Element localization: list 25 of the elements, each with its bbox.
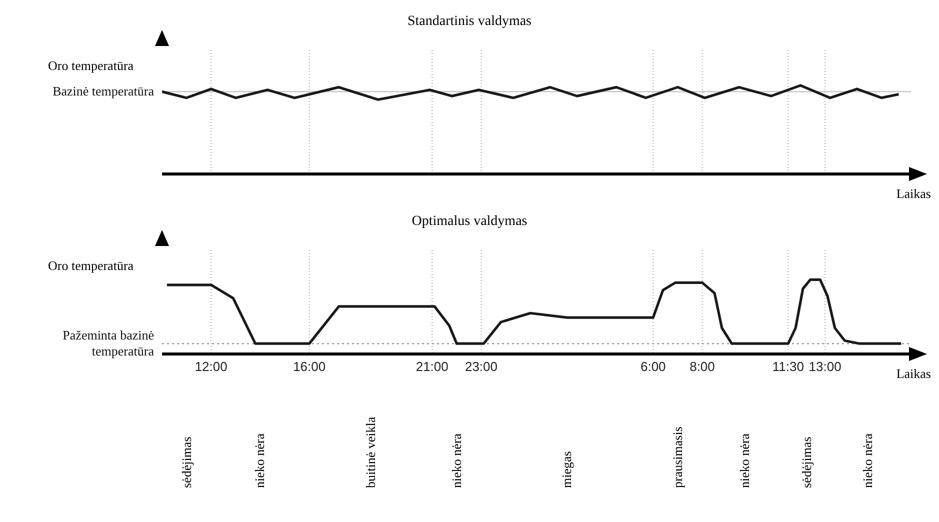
x-tick-label: 6:00 — [640, 359, 666, 374]
y-axis-title: Oro temperatūra — [48, 258, 134, 274]
text: miegas — [559, 450, 576, 488]
chart-title: Standartinis valdymas — [406, 14, 533, 30]
text: nieko nėra — [448, 432, 465, 488]
x-tick-label: 8:00 — [690, 359, 715, 374]
text: buitinė veikla — [362, 416, 379, 488]
x-tick-label: 16:00 — [293, 359, 326, 374]
chart-title: Optimalus valdymas — [410, 214, 528, 230]
text: nieko nėra — [737, 432, 754, 488]
text: prausimasis — [670, 426, 686, 488]
text: nieko nėra — [860, 432, 876, 488]
x-axis-title: Laikas — [896, 186, 931, 202]
ref-line-label: Bazinė temperatūra — [52, 84, 154, 99]
x-tick-label: 11:30 — [772, 359, 804, 374]
ref-line-label: Pažeminta bazinė temperatūra — [62, 328, 154, 359]
text: nieko nėra — [252, 432, 268, 488]
x-tick-label: 13:00 — [808, 359, 842, 374]
text: sėdėjimas — [178, 436, 195, 488]
text: sėdėjimas — [798, 436, 815, 488]
x-tick-label: 23:00 — [464, 359, 498, 374]
x-axis-title: Laikas — [896, 366, 931, 382]
y-axis-title: Oro temperatūra — [48, 58, 134, 74]
x-tick-label: 21:00 — [416, 359, 448, 374]
x-tick-label: 12:00 — [194, 359, 228, 374]
